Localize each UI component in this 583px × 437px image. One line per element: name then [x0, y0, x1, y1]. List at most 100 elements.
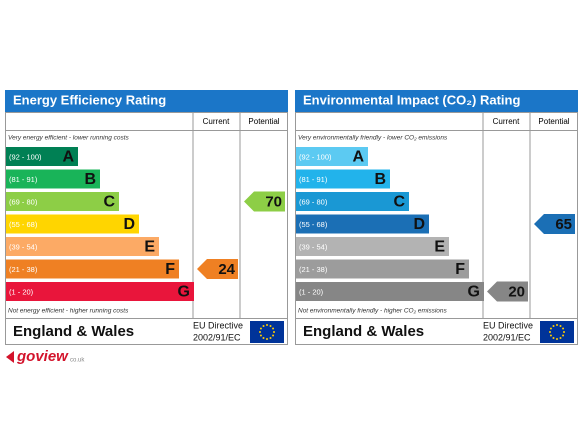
- band-letter: E: [434, 239, 445, 256]
- band-letter: E: [144, 239, 155, 256]
- band: [296, 237, 449, 256]
- directive: EU Directive: [483, 320, 533, 330]
- col-header: Potential: [248, 117, 279, 126]
- top-note: Very environmentally friendly - lower CO…: [298, 135, 448, 142]
- rating-value: 65: [555, 216, 572, 233]
- eu-star: [273, 331, 275, 333]
- band: [6, 214, 139, 234]
- eu-star: [266, 324, 268, 326]
- eu-star: [272, 327, 275, 330]
- footer-region: England & Wales: [303, 323, 424, 340]
- band-range: (69 - 80): [299, 197, 328, 206]
- col-header: Current: [493, 117, 520, 126]
- band-range: (81 - 91): [9, 175, 38, 184]
- rating-value: 24: [218, 261, 235, 278]
- band: [6, 147, 78, 166]
- eu-flag: [250, 321, 284, 343]
- band-range: (55 - 68): [9, 220, 38, 229]
- logo-suffix: co.uk: [70, 358, 85, 364]
- band: [296, 169, 390, 189]
- title-bar: [5, 90, 288, 112]
- eu-star: [259, 327, 262, 330]
- eu-star: [549, 334, 552, 337]
- logo: goview: [16, 348, 69, 365]
- eu-star: [266, 338, 268, 340]
- eu-star: [556, 338, 558, 340]
- band-letter: D: [413, 216, 425, 233]
- eu-star: [272, 334, 275, 337]
- band: [6, 169, 100, 189]
- rating-arrow: [534, 214, 575, 234]
- logo-icon: [6, 351, 14, 363]
- band-range: (69 - 80): [9, 197, 38, 206]
- eu-star: [259, 334, 262, 337]
- band-letter: A: [62, 149, 74, 166]
- col-header: Current: [203, 117, 230, 126]
- band: [6, 237, 159, 256]
- footer-region: England & Wales: [13, 323, 134, 340]
- band-range: (21 - 38): [9, 265, 38, 274]
- band-range: (1 - 20): [299, 287, 324, 296]
- band-range: (39 - 54): [299, 242, 328, 251]
- band-letter: G: [468, 284, 480, 301]
- directive-code: 2002/91/EC: [193, 332, 241, 342]
- band-range: (81 - 91): [299, 175, 328, 184]
- band: [296, 282, 484, 301]
- band: [296, 259, 469, 279]
- band-letter: F: [455, 261, 465, 278]
- band-letter: C: [393, 194, 405, 211]
- band-letter: A: [352, 149, 364, 166]
- band-range: (1 - 20): [9, 287, 34, 296]
- band-letter: G: [178, 284, 190, 301]
- band-letter: B: [374, 171, 386, 188]
- directive-code: 2002/91/EC: [483, 332, 531, 342]
- eu-flag: [540, 321, 574, 343]
- panel-frame: [295, 112, 578, 345]
- band-letter: F: [165, 261, 175, 278]
- eu-star: [269, 337, 272, 340]
- band-letter: D: [123, 216, 135, 233]
- eu-star: [559, 337, 562, 340]
- bottom-note: Not environmentally friendly - higher CO…: [298, 308, 448, 315]
- panel-title: Energy Efficiency Rating: [13, 92, 166, 107]
- eu-star: [562, 334, 565, 337]
- eu-star: [549, 327, 552, 330]
- eu-star: [262, 337, 265, 340]
- rating-arrow: [487, 281, 528, 302]
- bottom-note: Not energy efficient - higher running co…: [8, 308, 129, 315]
- band: [296, 214, 429, 234]
- eu-star: [269, 324, 272, 327]
- rating-arrow: [244, 191, 285, 212]
- top-note: Very energy efficient - lower running co…: [8, 135, 130, 142]
- eu-star: [563, 331, 565, 333]
- eu-star: [552, 324, 555, 327]
- eu-star: [549, 331, 551, 333]
- band-range: (39 - 54): [9, 242, 38, 251]
- band: [296, 147, 368, 166]
- band-range: (92 - 100): [299, 152, 332, 161]
- band: [296, 192, 409, 211]
- eu-star: [262, 324, 265, 327]
- title-bar: [295, 90, 578, 112]
- band-letter: B: [84, 171, 96, 188]
- panel-title: Environmental Impact (CO₂) Rating: [303, 92, 520, 107]
- panel-frame: [5, 112, 288, 345]
- band: [6, 282, 194, 301]
- eu-star: [259, 331, 261, 333]
- band-range: (55 - 68): [299, 220, 328, 229]
- rating-value: 70: [265, 193, 282, 210]
- band-range: (92 - 100): [9, 152, 42, 161]
- band: [6, 259, 179, 279]
- eu-star: [556, 324, 558, 326]
- directive: EU Directive: [193, 320, 243, 330]
- band: [6, 192, 119, 211]
- rating-arrow: [197, 259, 238, 279]
- band-range: (21 - 38): [299, 265, 328, 274]
- eu-star: [562, 327, 565, 330]
- eu-star: [559, 324, 562, 327]
- col-header: Potential: [538, 117, 569, 126]
- eu-star: [552, 337, 555, 340]
- rating-value: 20: [508, 283, 525, 300]
- band-letter: C: [103, 194, 115, 211]
